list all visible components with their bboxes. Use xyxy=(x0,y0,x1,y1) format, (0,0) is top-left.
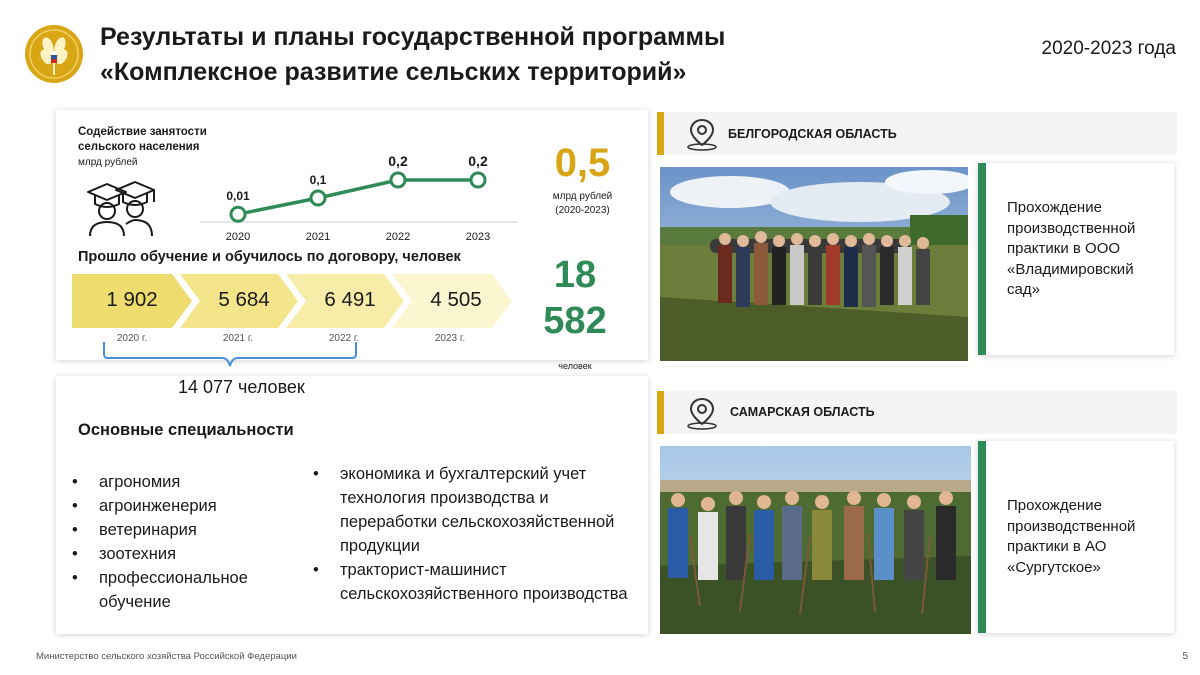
chart-value-label-2022: 0,2 xyxy=(388,153,408,169)
location-pin-icon xyxy=(684,117,720,156)
bracket-total: 14 077 человек xyxy=(178,377,305,397)
chevron-2022 xyxy=(286,274,404,328)
specialty-item: агроинженерия xyxy=(72,494,297,518)
caption-card-samara xyxy=(978,441,1174,633)
employment-line-chart: 0,01 2020 0,1 2021 0,2 2022 0,2 2023 xyxy=(200,153,518,243)
region-accent xyxy=(657,391,664,434)
title-line-1: Результаты и планы государственной прогр… xyxy=(100,23,726,51)
employment-label: Содействие занятости сельского населения… xyxy=(78,125,207,170)
employment-total-value: 0,5 xyxy=(554,141,611,185)
chart-value-label-2023: 0,2 xyxy=(468,153,488,169)
caption-card-belgorod xyxy=(978,163,1174,355)
page-title: Результаты и планы государственной прогр… xyxy=(100,20,725,90)
wheat-ear-emblem-icon xyxy=(25,25,83,83)
specialties-list-left: агрономия агроинженерия ветеринария зоот… xyxy=(72,470,297,614)
training-title: Прошло обучение и обучилось по договору,… xyxy=(78,249,461,265)
specialties-list-right: экономика и бухгалтерский учет технологи… xyxy=(313,462,633,606)
training-value-2021: 5 684 xyxy=(218,288,270,311)
chart-x-tick-2021: 2021 xyxy=(306,231,330,243)
training-value-2023: 4 505 xyxy=(430,288,482,311)
chevron-2023 xyxy=(392,274,512,328)
location-pin-icon xyxy=(684,396,720,435)
training-year-2022: 2022 г. xyxy=(328,333,360,344)
region-accent xyxy=(657,112,664,155)
region-name-belgorod: БЕЛГОРОДСКАЯ ОБЛАСТЬ xyxy=(728,127,897,141)
chart-point-2021 xyxy=(309,189,327,207)
graduates-icon xyxy=(82,180,160,243)
training-total: 18 582 xyxy=(520,252,630,344)
region-header-samara xyxy=(657,391,1177,434)
caption-stripe xyxy=(978,441,986,633)
training-values: 1 902 5 684 6 491 4 505 xyxy=(72,274,512,328)
training-value-2022: 6 491 xyxy=(324,288,376,311)
employment-label-line-2: сельского населения xyxy=(78,141,200,153)
chevron-2020 xyxy=(72,274,192,328)
chart-x-tick-2022: 2022 xyxy=(386,231,410,243)
bracket-2020-2022 xyxy=(103,342,357,367)
chart-value-label-2020: 0,01 xyxy=(226,189,250,203)
page-number: 5 xyxy=(1182,651,1188,662)
period-label: 2020-2023 года xyxy=(1041,38,1176,59)
ministry-logo xyxy=(24,24,84,84)
caption-stripe xyxy=(978,163,986,355)
training-year-2020: 2020 г. xyxy=(116,333,148,344)
region-header-belgorod xyxy=(657,112,1177,155)
chart-point-2023 xyxy=(469,171,487,189)
photo-samara-field xyxy=(660,446,971,634)
training-total-line-1: 18 xyxy=(553,254,597,296)
employment-total: 0,5 млрд рублей (2020-2023) xyxy=(530,140,635,218)
specialty-item: ветеринария xyxy=(72,518,297,542)
employment-total-period: (2020-2023) xyxy=(555,205,610,216)
chart-series-line xyxy=(237,178,478,216)
chevron-2021 xyxy=(180,274,298,328)
employment-total-unit: млрд рублей xyxy=(552,191,613,202)
training-value-2020: 1 902 xyxy=(106,288,158,311)
caption-samara: Прохождение производственной практики в … xyxy=(1007,497,1136,576)
chart-x-tick-2023: 2023 xyxy=(466,231,490,243)
title-line-2: «Комплексное развитие сельских территори… xyxy=(100,58,687,86)
employment-label-line-1: Содействие занятости xyxy=(78,126,207,138)
training-year-2023: 2023 г. xyxy=(434,333,466,344)
specialties-title: Основные специальности xyxy=(78,421,294,439)
specialty-item: профессиональное обучение xyxy=(72,566,297,614)
specialty-item: тракторист-машинист сельскохозяйственног… xyxy=(313,558,633,606)
region-name-samara: САМАРСКАЯ ОБЛАСТЬ xyxy=(730,405,875,419)
chart-value-label-2021: 0,1 xyxy=(310,173,327,187)
specialty-item: агрономия xyxy=(72,470,297,494)
chart-x-tick-2020: 2020 xyxy=(226,231,250,243)
training-year-2021: 2021 г. xyxy=(222,333,254,344)
caption-belgorod: Прохождение производственной практики в … xyxy=(1007,199,1136,298)
training-total-unit: человек xyxy=(558,361,592,371)
training-total-line-2: 582 xyxy=(543,300,607,342)
chart-point-2022 xyxy=(389,171,407,189)
specialty-item: зоотехния xyxy=(72,542,297,566)
training-chevrons xyxy=(72,274,512,328)
employment-unit: млрд рублей xyxy=(78,157,138,168)
specialty-item: экономика и бухгалтерский учет технологи… xyxy=(313,462,633,558)
chart-point-2020 xyxy=(229,205,247,223)
footer-ministry: Министерство сельского хозяйства Российс… xyxy=(36,651,297,662)
photo-belgorod-orchard xyxy=(660,167,968,361)
